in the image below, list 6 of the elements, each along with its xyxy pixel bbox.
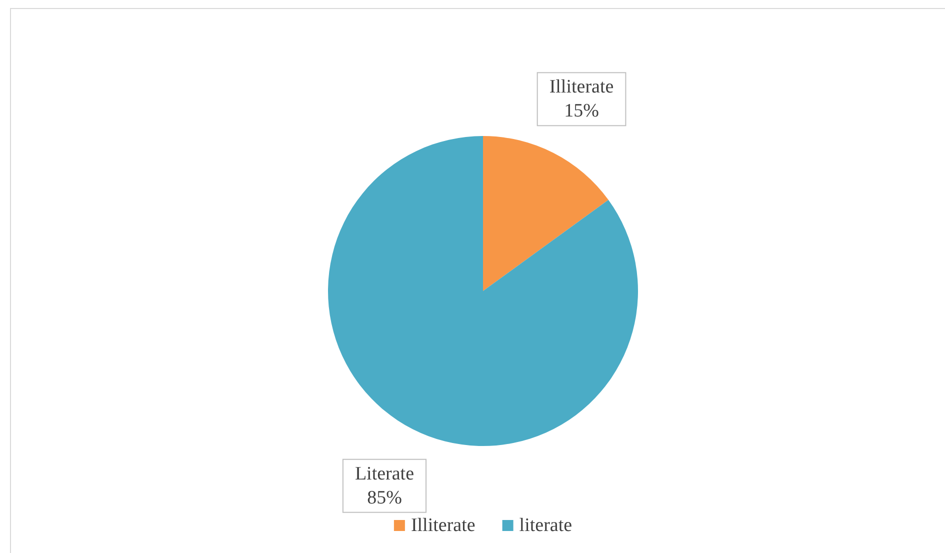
data-label: Literate 85%: [354, 463, 414, 508]
legend-label: literate: [519, 515, 572, 536]
pie-slice: [328, 136, 638, 446]
pie-slice: [483, 136, 608, 291]
data-label: Illiterate 15%: [549, 76, 614, 122]
legend-label: Illiterate: [410, 515, 476, 536]
